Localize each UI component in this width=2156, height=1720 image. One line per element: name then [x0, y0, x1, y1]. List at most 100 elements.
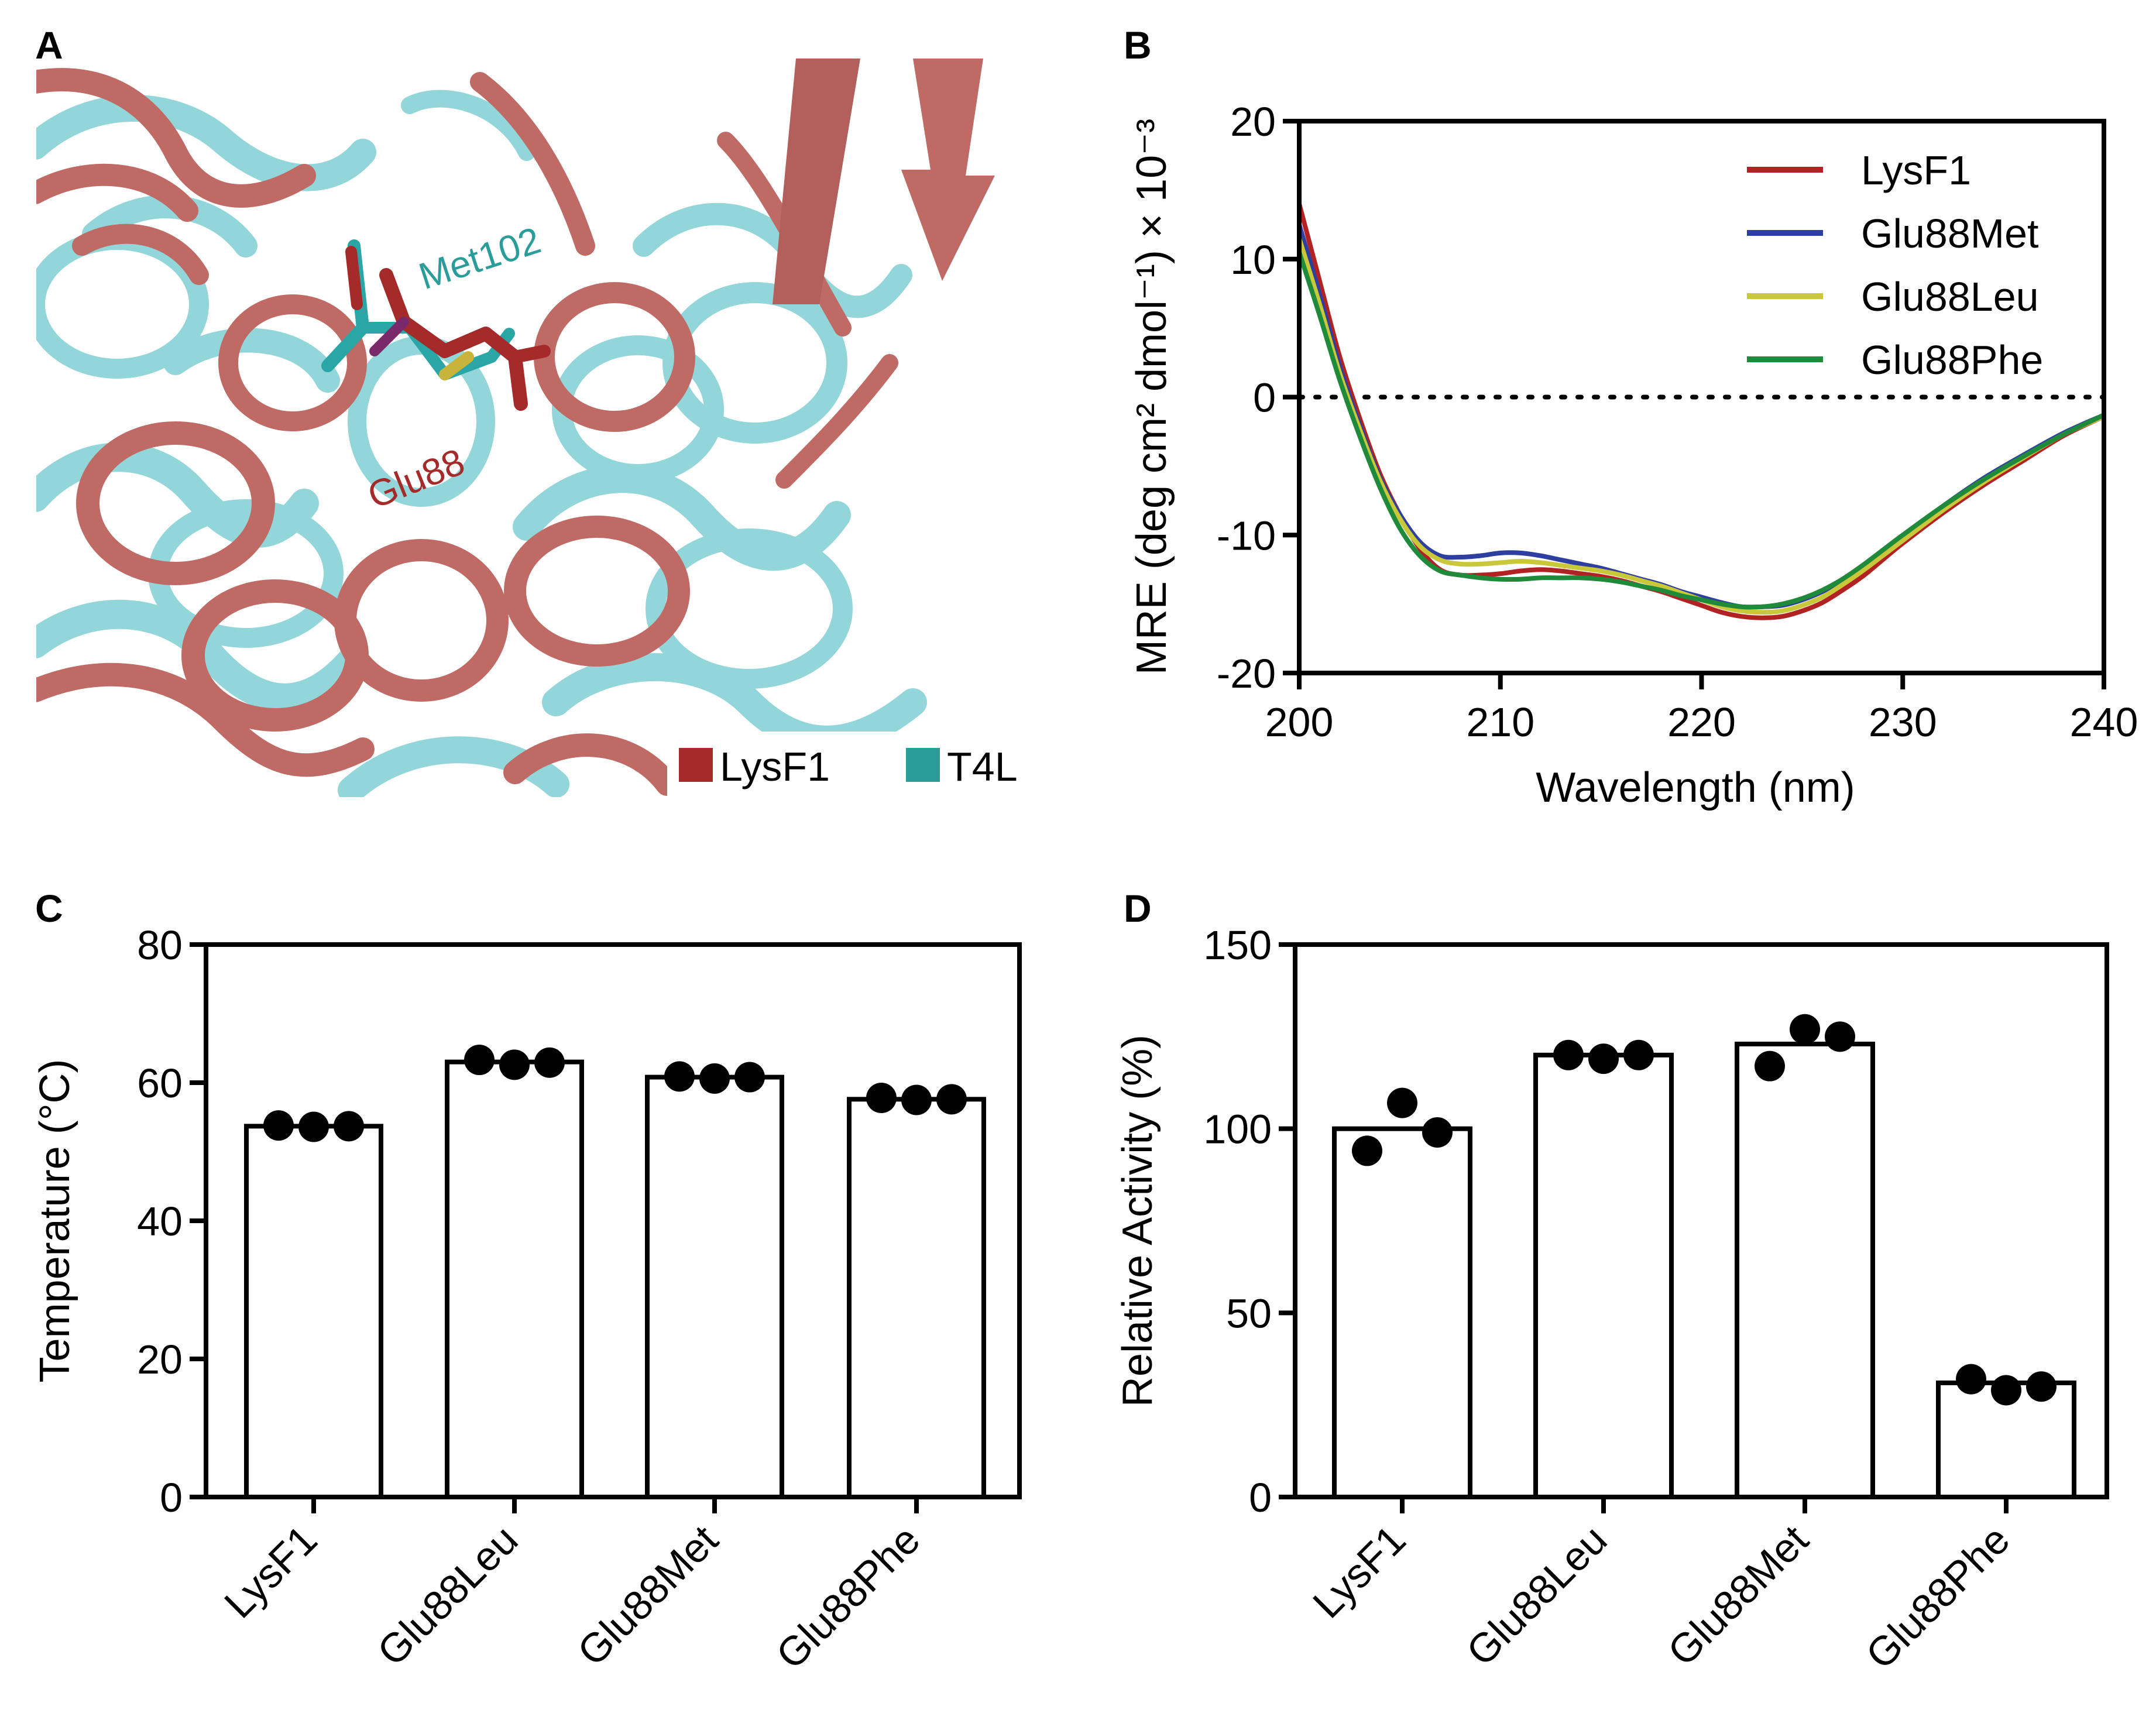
legend-label-lysf1: LysF1 [720, 744, 830, 789]
x-tick-label: Glu88Leu [369, 1516, 527, 1674]
y-tick-label: 10 [1230, 237, 1276, 283]
y-axis-d-title: Relative Activity (%) [1114, 1035, 1161, 1407]
data-point-glu88phe [936, 1084, 967, 1115]
data-point-glu88met [1790, 1014, 1820, 1045]
legend-label-glu88phe: Glu88Phe [1861, 337, 2043, 383]
panel-c: C 80 60 40 20 0 LysF1 Glu88Leu Glu88Met Glu88Ph… [32, 887, 1022, 1678]
legend-swatch-t4l [906, 748, 940, 782]
x-tick-label: LysF1 [215, 1516, 325, 1626]
data-point-glu88phe [901, 1084, 932, 1115]
bars-d [1332, 1041, 2076, 1500]
panel-d: D 150 100 50 0 LysF1 Glu88Leu Glu88Met Glu88Ph… [1114, 887, 2109, 1678]
y-axis-b-title: MRE (deg cm² dmol⁻¹) × 10⁻³ [1128, 119, 1175, 675]
data-point-glu88met [734, 1062, 765, 1093]
y-tick-label: 80 [137, 922, 183, 968]
x-tick-label: 220 [1667, 699, 1736, 745]
data-point-glu88leu [464, 1045, 495, 1076]
x-tick-label: 230 [1869, 699, 1937, 745]
bar-glu88leu [445, 1059, 584, 1499]
x-tick-label: Glu88Phe [1857, 1516, 2018, 1677]
x-tick-label: Glu88Met [1659, 1516, 1817, 1674]
x-tick-label: 210 [1466, 699, 1534, 745]
legend-label-lysf1: LysF1 [1861, 147, 1971, 193]
y-tick-label: -20 [1217, 651, 1276, 696]
data-point-glu88leu [1588, 1043, 1619, 1074]
panel-b-label: B [1124, 23, 1152, 67]
data-point-glu88met [1755, 1050, 1785, 1082]
beta-sheet-arrows [773, 59, 995, 304]
x-tick-label: LysF1 [1304, 1516, 1414, 1626]
data-point-lysf1 [1387, 1087, 1417, 1118]
y-tick-label: 0 [160, 1475, 183, 1520]
x-axis-b: 200 210 220 230 240 [1265, 673, 2138, 745]
bar-glu88met [1735, 1041, 1875, 1500]
bar-lysf1 [1332, 1126, 1472, 1499]
y-axis-c-title: Temperature (°C) [32, 1059, 78, 1383]
bar-glu88phe [1936, 1380, 2076, 1500]
data-point-glu88met [699, 1063, 730, 1094]
data-point-glu88leu [1623, 1039, 1654, 1070]
data-point-glu88phe [866, 1082, 897, 1113]
y-tick-label: 150 [1203, 922, 1272, 968]
x-axis-d: LysF1 Glu88Leu Glu88Met Glu88Phe [1304, 1497, 2018, 1678]
bar-glu88leu [1533, 1052, 1674, 1500]
panel-a-label: A [35, 23, 63, 67]
data-point-lysf1 [263, 1110, 294, 1141]
met102-annotation: Met102 [414, 219, 545, 297]
series-line-glu88leu [1299, 238, 2105, 615]
plot-b-frame [1297, 119, 2106, 675]
legend-a-background [667, 732, 1042, 797]
bars-c [244, 1059, 986, 1500]
cd-spectra-series [1299, 203, 2105, 620]
x-axis-b-title: Wavelength (nm) [1536, 764, 1855, 811]
y-axis-d: 150 100 50 0 [1203, 922, 1295, 1520]
y-tick-label: 40 [137, 1199, 183, 1244]
residue-sticks [321, 239, 551, 411]
x-tick-label: Glu88Met [569, 1516, 727, 1674]
series-line-glu88phe [1299, 251, 2105, 610]
data-point-glu88phe [2026, 1371, 2057, 1402]
panel-d-label: D [1124, 887, 1152, 930]
data-point-lysf1 [334, 1111, 364, 1142]
data-point-lysf1 [1422, 1117, 1453, 1148]
data-point-glu88met [1825, 1021, 1855, 1052]
panel-a: A [35, 23, 1042, 797]
bar-glu88met [645, 1074, 784, 1500]
x-axis-c: LysF1 Glu88Leu Glu88Met Glu88Phe [215, 1497, 929, 1678]
protein-structure-image: Met102 Glu88 [36, 59, 1042, 797]
data-point-glu88leu [1553, 1039, 1584, 1070]
x-tick-label: 200 [1265, 699, 1334, 745]
x-tick-label: Glu88Phe [767, 1516, 928, 1677]
legend-label-glu88met: Glu88Met [1861, 211, 2038, 256]
panel-b: B 20 10 0 -10 -20 200 210 220 230 240 LysF1 Glu88… [1124, 23, 2138, 811]
y-tick-label: 100 [1203, 1107, 1272, 1152]
panel-c-label: C [35, 887, 63, 930]
data-point-lysf1 [298, 1111, 329, 1142]
lysf1-ribbons [36, 68, 898, 796]
data-point-glu88phe [1956, 1364, 1986, 1395]
legend-b: LysF1 Glu88Met Glu88Leu Glu88Phe [1747, 147, 2043, 383]
y-tick-label: -10 [1217, 513, 1276, 558]
legend-a: LysF1 T4L [679, 744, 1018, 789]
bar-lysf1 [244, 1124, 383, 1499]
replicate-points-d [1352, 1014, 2057, 1406]
data-point-glu88leu [534, 1047, 565, 1078]
y-tick-label: 20 [1230, 99, 1276, 145]
legend-label-t4l: T4L [947, 744, 1018, 789]
plot-d-frame [1293, 942, 2109, 1499]
bar-glu88phe [847, 1097, 986, 1499]
data-point-glu88met [664, 1061, 695, 1092]
replicate-points-c [263, 1045, 967, 1142]
legend-swatch-lysf1 [679, 748, 713, 782]
y-tick-label: 50 [1226, 1290, 1272, 1336]
x-tick-label: Glu88Leu [1458, 1516, 1616, 1674]
y-axis-b: 20 10 0 -10 -20 [1217, 99, 1299, 696]
x-tick-label: 240 [2070, 699, 2138, 745]
data-point-lysf1 [1352, 1135, 1382, 1166]
y-tick-label: 60 [137, 1060, 183, 1106]
data-point-glu88leu [499, 1049, 530, 1080]
y-tick-label: 0 [1249, 1475, 1272, 1520]
legend-label-glu88leu: Glu88Leu [1861, 274, 2039, 320]
data-point-glu88phe [1991, 1375, 2021, 1406]
